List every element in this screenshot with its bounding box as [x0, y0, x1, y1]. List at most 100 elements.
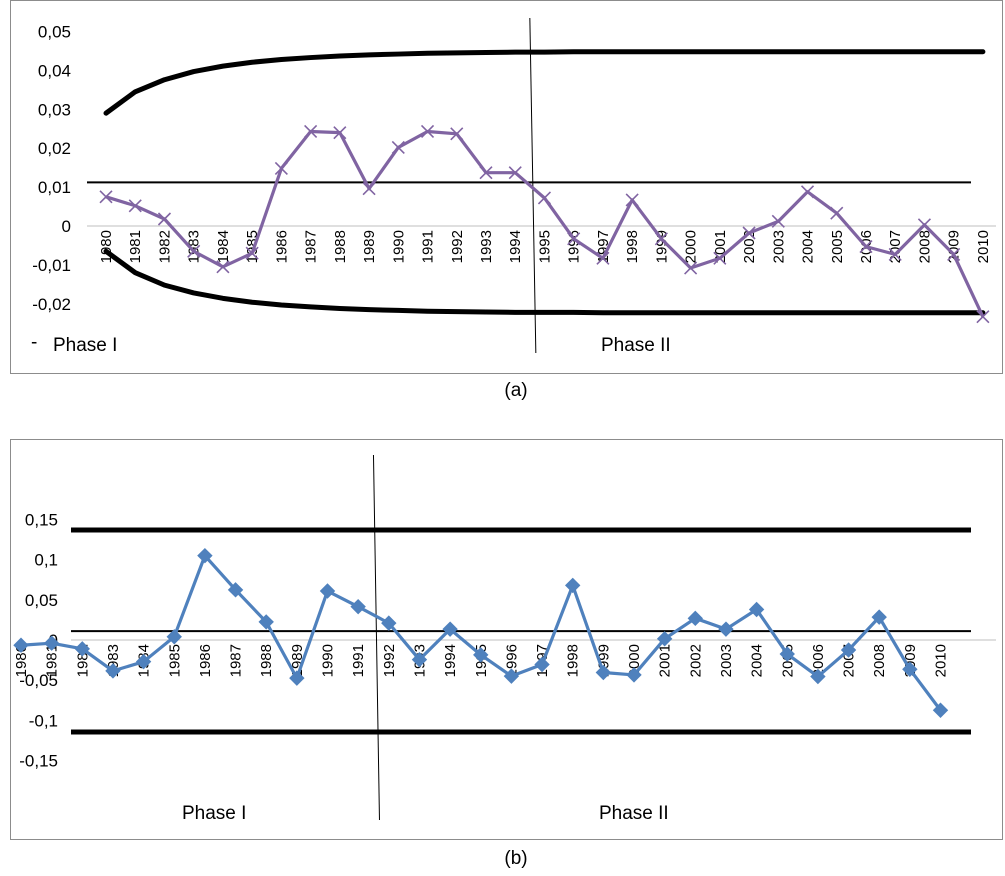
chart-a-ytick-label: 0,01: [38, 178, 71, 197]
chart-a-xtick-label: 1989: [361, 230, 378, 263]
chart-a-phase-label: Phase I: [53, 335, 117, 356]
chart-b-xtick-label: 1987: [228, 644, 245, 677]
chart-a-data-point: [713, 251, 727, 265]
chart-b-data-point: [227, 582, 244, 598]
chart-a-xtick-label: 2002: [741, 230, 758, 263]
chart-b-xtick-label: 1998: [565, 644, 582, 677]
chart-b-xtick-label: 1985: [166, 644, 183, 677]
chart-b-data-point: [258, 614, 274, 630]
chart-a-data-point: [684, 261, 698, 275]
chart-panel-b: 0,150,10,050-0,05-0,1-0,1519801981198219…: [10, 439, 1003, 840]
chart-a-data-point: [976, 310, 990, 324]
chart-b-phase-divider: [372, 454, 380, 821]
chart-panel-a: 0,05 0,04 0,03 0,02 0,01 0 -0,01 -0,02 1980 1981 1…: [10, 0, 1003, 374]
chart-a-data-point: [800, 185, 815, 199]
chart-a-xtick-label: 1982: [156, 230, 173, 263]
chart-a-xtick-label: 2008: [916, 230, 933, 263]
chart-b-data-point: [932, 702, 949, 718]
chart-a-xtick-label: 2010: [975, 230, 992, 263]
chart-b-ytick-label: -0,15: [19, 751, 58, 770]
chart-b-data-point: [135, 653, 152, 670]
chart-a-xtick-label: 1991: [420, 230, 437, 263]
chart-a-xtick-label: 1994: [507, 230, 524, 263]
chart-a-ytick-label: -0,02: [32, 295, 71, 314]
chart-b-ytick-label: 0,15: [25, 511, 58, 530]
chart-a-xtick-label: 1987: [303, 230, 320, 263]
chart-b-xtick-label: 2006: [810, 644, 827, 677]
chart-b-data-point: [871, 609, 887, 625]
chart-a-xtick-label: 1986: [273, 230, 290, 263]
chart-b-xtick-label: 1988: [258, 644, 275, 677]
chart-a-data-point: [333, 126, 347, 140]
chart-b-data-point: [43, 635, 60, 651]
chart-b-data-point: [902, 661, 918, 678]
chart-b-data-point: [473, 647, 489, 663]
chart-b-xtick-label: 2001: [657, 644, 674, 677]
chart-b-phase-label: Phase I: [182, 803, 246, 824]
chart-b-xtick-label: 1980: [13, 644, 30, 677]
chart-a-ytick-label: 0,03: [38, 100, 71, 119]
chart-b-xtick-label: 1981: [44, 644, 61, 677]
chart-b-data-point: [840, 642, 857, 658]
chart-a-ytick-label: 0,02: [38, 139, 71, 158]
chart-b-xtick-label: 2008: [871, 644, 888, 677]
chart-a-xtick-label: 2000: [683, 230, 700, 263]
chart-b-xtick-label: 1996: [503, 644, 520, 677]
chart-a-data-point: [508, 166, 522, 180]
chart-b-ytick-label: -0,1: [29, 711, 58, 730]
chart-a-xtick-label: 2005: [829, 230, 846, 263]
chart-a-xtick-label: 1981: [127, 230, 144, 263]
chart-a-series-line: [105, 129, 985, 318]
chart-a-data-point: [450, 127, 464, 141]
chart-b-data-point: [381, 615, 397, 631]
chart-a-data-point: [128, 199, 142, 213]
chart-b-data-point: [595, 664, 612, 681]
chart-a-data-point: [625, 193, 639, 207]
chart-a-xtick-label: 1993: [478, 230, 495, 263]
chart-b-data-point: [626, 667, 642, 683]
chart-a-xtick-label: 1999: [653, 230, 670, 263]
chart-b-data-point: [564, 577, 581, 594]
chart-a-data-point: [304, 124, 318, 139]
chart-a-stray-mark: -: [31, 332, 37, 353]
chart-b-data-point: [656, 631, 673, 647]
chart-a-data-point: [888, 247, 902, 261]
chart-a-data-point: [947, 247, 961, 261]
chart-b-xtick-label: 2003: [718, 644, 735, 677]
chart-a-xtick-label: 1996: [566, 230, 583, 263]
chart-a-data-point: [830, 206, 844, 220]
chart-b: 0,150,10,050-0,05-0,1-0,1519801981198219…: [13, 454, 996, 824]
chart-a-data-point: [537, 191, 552, 205]
chart-b-ytick-label: 0,1: [34, 551, 58, 570]
chart-a-data-point: [216, 260, 230, 274]
chart-a-data-point: [245, 246, 259, 260]
chart-b-data-point: [105, 663, 121, 679]
chart-a-data-point: [157, 212, 172, 226]
chart-a-data-point: [391, 140, 405, 154]
chart-a-ytick-label: 0,04: [38, 61, 71, 80]
chart-a-data-point: [596, 251, 610, 265]
chart-a-data-point: [742, 226, 756, 240]
chart-a-data-point: [654, 232, 668, 246]
chart-a-xtick-label: 1992: [449, 230, 466, 263]
chart-b-xtick-label: 2002: [687, 644, 704, 677]
chart-b-xtick-label: 2010: [933, 644, 950, 677]
caption-a: (a): [504, 380, 528, 401]
chart-b-data-point: [13, 637, 29, 653]
chart-a-data-point: [771, 214, 785, 228]
chart-a-data-point: [362, 182, 376, 196]
chart-a-phase-label: Phase II: [601, 335, 671, 356]
chart-b-ytick-label: 0,05: [25, 591, 58, 610]
chart-a-xtick-label: 1984: [215, 230, 232, 263]
chart-b-data-point: [350, 598, 366, 615]
chart-b-xtick-label: 1992: [381, 644, 398, 677]
chart-a-xtick-label: 2003: [770, 230, 787, 263]
chart-a-phase-divider: [529, 17, 537, 354]
chart-a-ytick-label: -0,01: [32, 256, 71, 275]
chart-b-data-point: [166, 629, 182, 645]
chart-a-data-point: [274, 161, 288, 175]
chart-b-data-point: [74, 641, 91, 657]
chart-b-data-point: [748, 601, 765, 618]
chart-b-data-point: [289, 670, 305, 686]
chart-b-series-line: [20, 554, 942, 712]
